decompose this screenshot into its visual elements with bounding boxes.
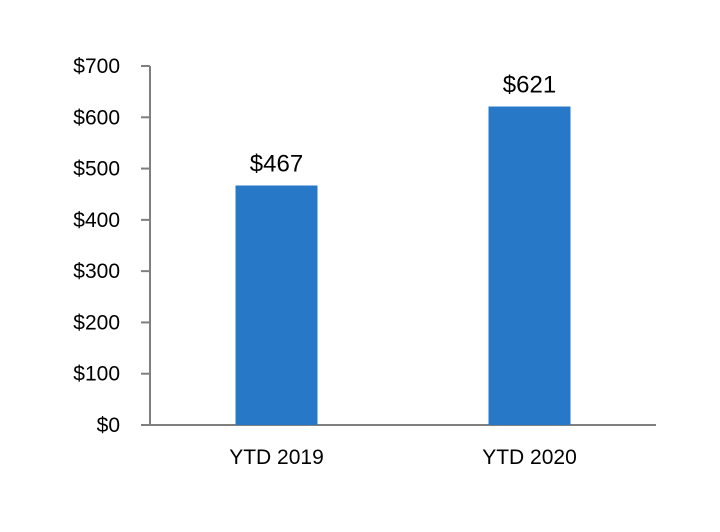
x-tick-label: YTD 2020: [482, 446, 577, 469]
bar: [235, 185, 318, 425]
y-tick-label: $100: [73, 363, 120, 386]
bars: [235, 106, 571, 425]
bar-value-label: $621: [503, 72, 556, 99]
x-tick-label: YTD 2019: [229, 446, 324, 469]
y-tick-label: $300: [73, 260, 120, 283]
y-tick-label: $200: [73, 311, 120, 334]
y-tick-label: $500: [73, 158, 120, 181]
x-axis: YTD 2019 YTD 2020: [141, 424, 656, 469]
y-tick-label: $600: [73, 106, 120, 129]
y-tick-label: $700: [73, 55, 120, 78]
bar-value-label: $467: [250, 150, 303, 177]
data-labels: $467 $621: [250, 72, 556, 178]
y-axis: $0 $100 $200 $300 $400 $500 $600 $700: [73, 55, 151, 437]
y-tick-label: $400: [73, 209, 120, 232]
bar: [488, 106, 571, 425]
y-tick-label: $0: [97, 414, 120, 437]
